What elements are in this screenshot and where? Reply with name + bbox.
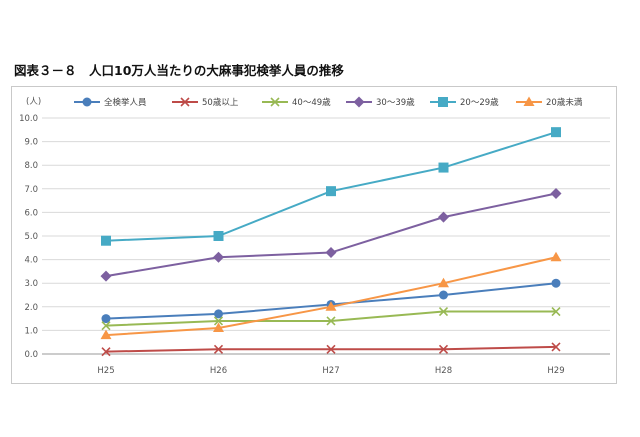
y-tick-label: 0.0 (24, 350, 38, 360)
legend-marker (180, 97, 190, 107)
legend-marker (438, 97, 448, 107)
legend-label: 20～29歳 (460, 97, 499, 108)
legend-item: 40～49歳 (262, 97, 331, 108)
data-point (438, 277, 449, 288)
legend-item: 全検挙人員 (74, 97, 147, 108)
x-tick-label: H26 (210, 366, 227, 376)
data-point (438, 211, 449, 223)
data-point (438, 344, 449, 354)
data-point (326, 344, 336, 354)
y-tick-label: 4.0 (24, 256, 38, 266)
y-tick-label: 9.0 (24, 138, 38, 148)
legend-item: 20歳未満 (516, 96, 583, 108)
data-point (100, 329, 112, 340)
data-point (213, 316, 224, 326)
y-tick-label: 8.0 (24, 161, 38, 171)
legend-label: 全検挙人員 (104, 97, 147, 108)
legend-marker (353, 96, 365, 108)
data-point (101, 314, 111, 324)
legend-label: 30～39歳 (376, 97, 415, 108)
data-point (101, 347, 111, 357)
series-layer (100, 127, 562, 357)
chart-frame (11, 86, 617, 384)
series-line (105, 310, 556, 327)
series (101, 127, 561, 246)
y-tick-label: 6.0 (24, 208, 38, 218)
x-tick-label: H25 (97, 366, 114, 376)
data-point (551, 127, 561, 138)
series (100, 188, 562, 282)
data-point (213, 322, 224, 333)
data-point (551, 342, 561, 352)
legend-label: 40～49歳 (292, 97, 331, 108)
data-point (214, 309, 223, 319)
data-point (101, 321, 111, 331)
y-tick-label: 1.0 (24, 326, 38, 336)
axis-layer: 0.0 1.0 2.0 3.0 4.0 5.0 6.0 7.0 8.0 9.0 10.0 H25 H26… (19, 114, 565, 376)
data-point (326, 316, 336, 326)
x-tick-label: H28 (435, 366, 452, 376)
series-line (105, 192, 557, 278)
legend-item: 30～39歳 (346, 96, 415, 108)
data-point (550, 188, 562, 200)
y-tick-label: 7.0 (24, 185, 38, 195)
series (100, 251, 562, 340)
x-tick-label: H29 (547, 366, 564, 376)
series (101, 306, 561, 331)
data-point (213, 251, 224, 263)
data-point (325, 301, 337, 311)
figure-title: 図表３－８ 人口10万人当たりの大麻事犯検挙人員の推移 (14, 63, 344, 78)
data-point (100, 270, 112, 282)
y-tick-label: 10.0 (19, 114, 38, 124)
y-tick-label: 3.0 (24, 279, 38, 289)
legend-marker (82, 97, 92, 107)
legend-label: 20歳未満 (546, 97, 583, 108)
data-point (213, 231, 224, 241)
data-point (438, 162, 449, 173)
y-tick-label: 2.0 (24, 303, 38, 313)
series (101, 342, 561, 357)
y-tick-label: 5.0 (24, 232, 38, 242)
data-point (325, 247, 337, 259)
x-tick-label: H27 (322, 366, 339, 376)
data-point (326, 186, 336, 197)
data-point (213, 344, 224, 354)
y-axis-unit-label: (人) (26, 97, 41, 107)
data-point (550, 251, 562, 262)
legend-item: 20～29歳 (430, 97, 499, 108)
legend: 全検挙人員 50歳以上 40～49歳 30～39歳 20～29歳 20歳未満 (74, 96, 583, 108)
data-point (551, 278, 561, 288)
legend-marker (523, 96, 535, 106)
series (101, 278, 561, 324)
data-point (551, 306, 561, 317)
data-point (439, 290, 448, 300)
data-point (101, 235, 111, 246)
legend-marker (270, 97, 280, 107)
legend-label: 50歳以上 (202, 97, 239, 108)
data-point (438, 306, 449, 317)
legend-item: 50歳以上 (172, 97, 239, 108)
